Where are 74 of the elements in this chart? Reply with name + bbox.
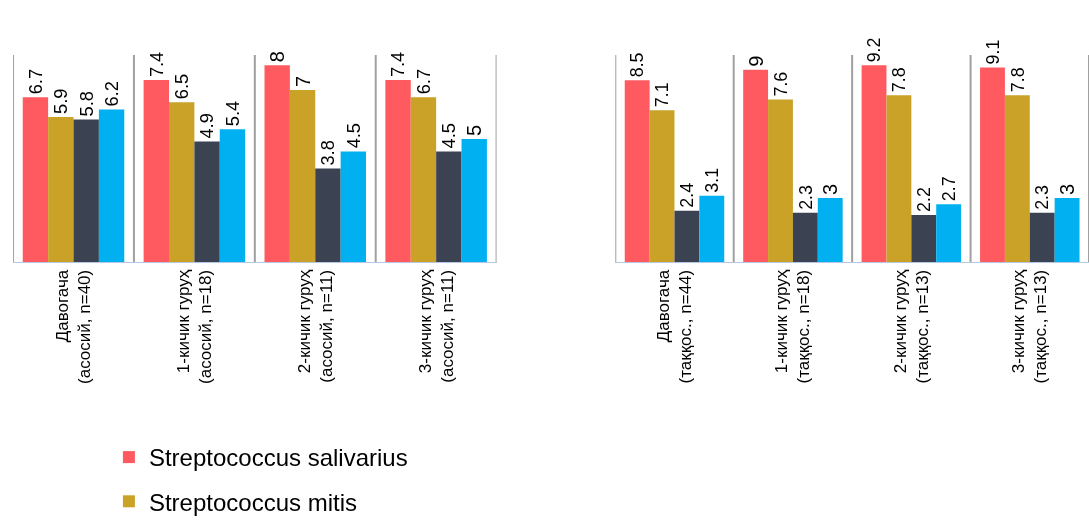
bar xyxy=(315,168,341,262)
x-tick-label: Давогача (таққос., n=44) xyxy=(653,269,696,384)
data-label: 7.6 xyxy=(770,71,791,97)
data-label: 8 xyxy=(266,51,289,63)
x-tick-label: 2-кичик гуруҳ (асосий, n=11) xyxy=(294,269,336,383)
legend-label: Streptococcus mitis xyxy=(148,488,357,516)
x-tick-label: 3-кичик гуруҳ (таққос., n=13) xyxy=(1009,269,1051,384)
data-label: 7.8 xyxy=(889,67,910,93)
data-label: 3.1 xyxy=(702,167,723,193)
bar xyxy=(73,119,99,262)
data-label: 7.4 xyxy=(387,51,409,78)
data-label: 5 xyxy=(463,124,486,137)
bar xyxy=(219,129,246,262)
bar xyxy=(743,69,769,262)
data-label: 5.4 xyxy=(221,100,243,127)
data-label: 6.2 xyxy=(100,81,122,107)
x-tick-label: Давогача (асосий, n=40) xyxy=(52,269,95,384)
x-tick-label: 2-кичик гуруҳ (таққос., n=13) xyxy=(890,269,932,384)
bar xyxy=(861,65,887,262)
data-label: 6.7 xyxy=(412,68,434,95)
data-label: 2.4 xyxy=(677,182,698,208)
bar xyxy=(674,210,700,262)
bar xyxy=(289,89,316,262)
bar xyxy=(194,141,220,262)
bar xyxy=(768,99,793,262)
data-label: 3 xyxy=(819,183,842,195)
bar xyxy=(886,95,912,262)
data-label: 2.2 xyxy=(914,187,935,212)
x-tick-label: 3-кичик гуруҳ (асосий, n=11) xyxy=(415,269,457,383)
x-tick-label: 1-кичик гуруҳ (асосий, n=18) xyxy=(173,269,215,384)
data-label: 5.9 xyxy=(50,88,72,114)
bar xyxy=(436,151,462,262)
data-label: 5.8 xyxy=(75,91,97,117)
bar xyxy=(1004,95,1030,262)
data-label: 8.5 xyxy=(627,52,648,78)
bar xyxy=(936,204,962,262)
data-label: 9.2 xyxy=(864,37,885,63)
data-label: 7.4 xyxy=(145,51,167,78)
bar xyxy=(624,80,650,262)
bar xyxy=(980,67,1005,262)
bar xyxy=(817,197,843,262)
bar xyxy=(1054,197,1080,262)
bar xyxy=(264,65,290,262)
bar xyxy=(340,151,367,262)
bar xyxy=(22,97,49,262)
bar xyxy=(48,116,74,262)
bar xyxy=(169,102,195,262)
data-label: 3 xyxy=(1056,183,1079,195)
data-label: 2.3 xyxy=(795,184,816,210)
data-label: 9.1 xyxy=(982,39,1003,65)
bar xyxy=(385,80,411,262)
bar xyxy=(911,214,937,262)
bar xyxy=(410,97,437,262)
data-label: 2.7 xyxy=(938,176,959,202)
data-label: 6.7 xyxy=(24,68,46,95)
bar xyxy=(461,139,487,262)
bar xyxy=(98,109,125,262)
bar xyxy=(792,212,818,262)
x-tick-label: 1-кичик гуруҳ (таққос., n=18) xyxy=(772,269,814,384)
bar xyxy=(143,80,169,262)
data-label: 2.3 xyxy=(1032,184,1053,210)
data-label: 3.8 xyxy=(317,140,339,166)
data-label: 6.5 xyxy=(171,73,193,100)
data-label: 4.5 xyxy=(438,123,460,149)
data-label: 7 xyxy=(291,75,314,87)
data-label: 7.1 xyxy=(652,82,673,108)
bar xyxy=(649,110,675,262)
data-label: 7.8 xyxy=(1007,67,1028,93)
data-label: 4.5 xyxy=(342,123,364,149)
data-label: 9 xyxy=(744,55,767,67)
data-label: 4.9 xyxy=(196,113,218,139)
legend-label: Streptococcus salivarius xyxy=(148,444,408,472)
bar xyxy=(699,195,725,262)
bar xyxy=(1029,212,1055,262)
